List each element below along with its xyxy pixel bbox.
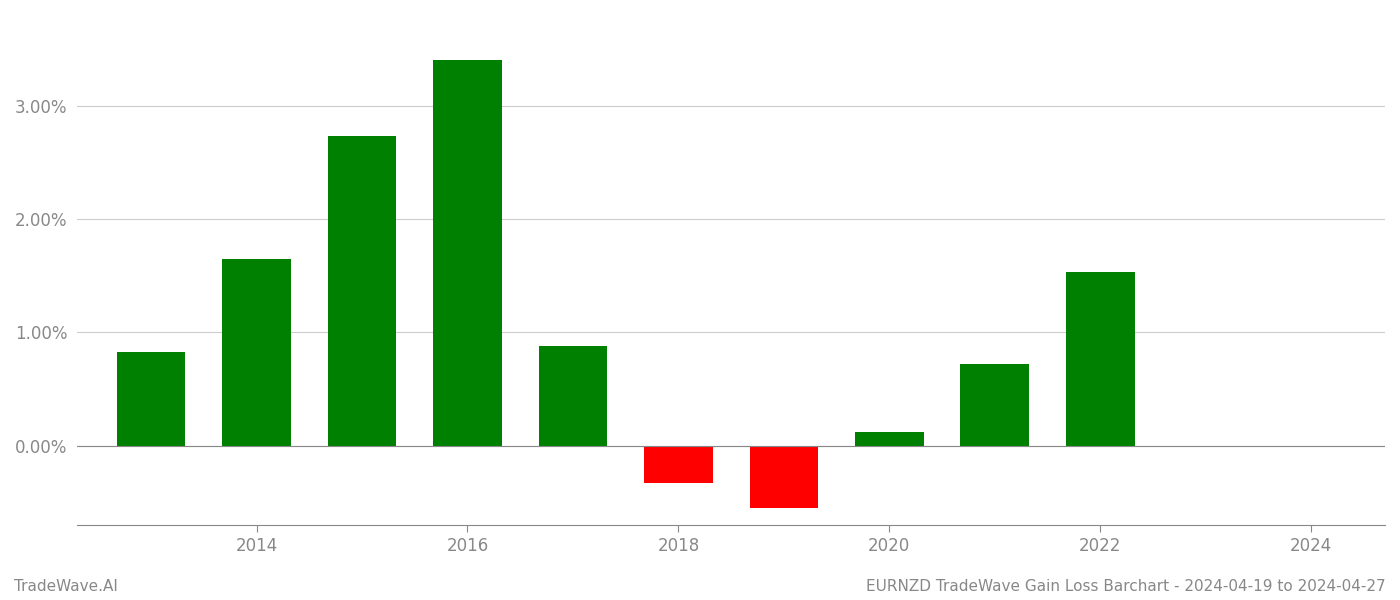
Bar bbox=[539, 346, 608, 446]
Bar bbox=[960, 364, 1029, 446]
Bar bbox=[433, 61, 501, 446]
Bar bbox=[855, 432, 924, 446]
Bar bbox=[749, 446, 818, 508]
Bar bbox=[644, 446, 713, 483]
Bar bbox=[116, 352, 185, 446]
Bar bbox=[223, 259, 291, 446]
Bar bbox=[328, 136, 396, 446]
Text: TradeWave.AI: TradeWave.AI bbox=[14, 579, 118, 594]
Bar bbox=[1065, 272, 1134, 446]
Text: EURNZD TradeWave Gain Loss Barchart - 2024-04-19 to 2024-04-27: EURNZD TradeWave Gain Loss Barchart - 20… bbox=[867, 579, 1386, 594]
